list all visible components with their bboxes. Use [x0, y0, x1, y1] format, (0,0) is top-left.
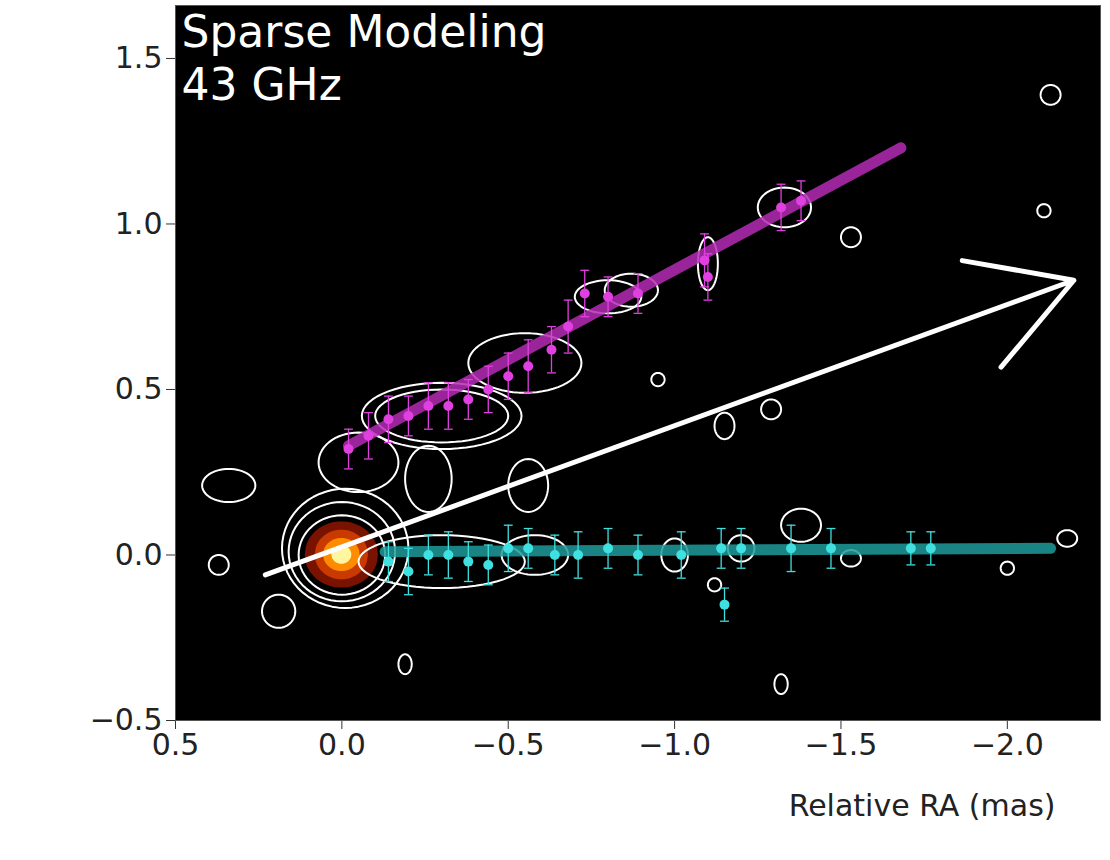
svg-text:0.0: 0.0 [115, 537, 163, 572]
svg-text:−0.5: −0.5 [472, 727, 545, 762]
svg-text:Sparse Modeling43 GHz: Sparse Modeling43 GHz [182, 6, 547, 110]
svg-text:−0.5: −0.5 [90, 702, 163, 737]
svg-text:−2.0: −2.0 [971, 727, 1044, 762]
svg-text:−1.5: −1.5 [805, 727, 878, 762]
svg-text:0.5: 0.5 [115, 371, 163, 406]
svg-text:1.0: 1.0 [115, 206, 163, 241]
svg-text:0.5: 0.5 [151, 726, 200, 762]
svg-text:Relative RA (mas): Relative RA (mas) [789, 788, 1056, 823]
svg-text:−1.0: −1.0 [638, 727, 711, 762]
svg-text:1.5: 1.5 [115, 40, 163, 75]
svg-text:0.0: 0.0 [318, 727, 366, 762]
